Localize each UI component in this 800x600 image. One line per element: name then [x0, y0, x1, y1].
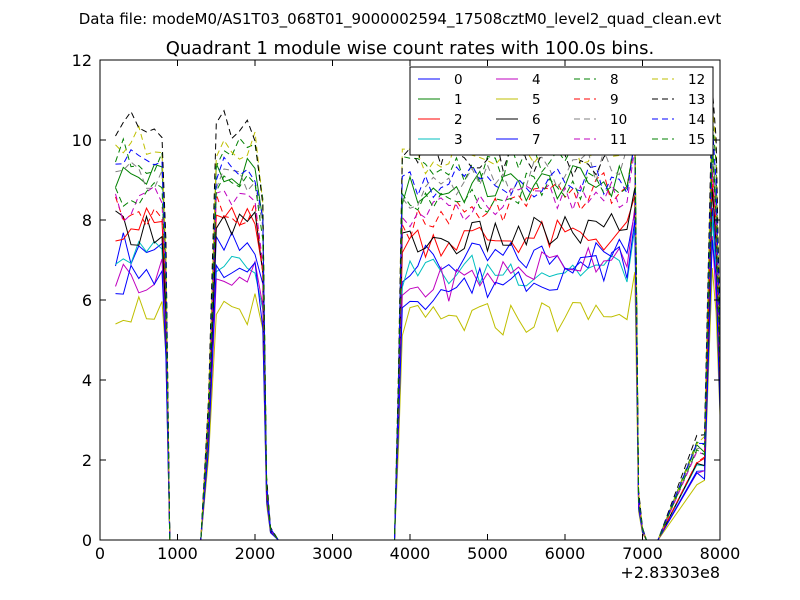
y-tick-label: 10: [72, 131, 92, 150]
plot-lines: [115, 87, 721, 541]
x-tick-label: 0: [95, 544, 105, 563]
x-offset-label: +2.83303e8: [620, 563, 720, 582]
x-tick-labels: 0 1000 2000 3000 4000 5000 6000 7000 8000: [95, 544, 740, 563]
x-tick-label: 5000: [467, 544, 508, 563]
y-tick-label: 6: [82, 291, 92, 310]
x-tick-label: 2000: [235, 544, 276, 563]
x-tick-label: 4000: [390, 544, 431, 563]
legend-label-4: 4: [532, 72, 541, 88]
legend-box: [409, 66, 714, 156]
y-tick-label: 2: [82, 451, 92, 470]
legend-label-13: 13: [688, 92, 705, 108]
legend-label-14: 14: [688, 112, 705, 128]
legend-label-3: 3: [454, 132, 463, 148]
legend-label-0: 0: [454, 72, 463, 88]
chart-title: Quadrant 1 module wise count rates with …: [166, 38, 655, 59]
series-line-5: [115, 267, 721, 541]
chart-suptitle: Data file: modeM0/AS1T03_068T01_90000025…: [79, 10, 722, 29]
legend-label-5: 5: [532, 92, 541, 108]
legend-label-8: 8: [610, 72, 619, 88]
x-tick-label: 1000: [157, 544, 198, 563]
legend-label-10: 10: [610, 112, 627, 128]
legend-label-2: 2: [454, 112, 463, 128]
y-tick-label: 12: [72, 51, 92, 70]
x-tick-label: 3000: [312, 544, 353, 563]
x-tick-label: 8000: [700, 544, 741, 563]
y-tick-label: 8: [82, 211, 92, 230]
legend-label-7: 7: [532, 132, 541, 148]
axis-ticks: [99, 59, 721, 541]
legend-label-11: 11: [610, 132, 627, 148]
y-tick-label: 4: [82, 371, 92, 390]
y-tick-labels: 0 2 4 6 8 10 12: [72, 51, 92, 550]
x-tick-label: 6000: [545, 544, 586, 563]
legend-label-9: 9: [610, 92, 619, 108]
legend-label-15: 15: [688, 132, 705, 148]
legend-label-6: 6: [532, 112, 541, 128]
y-tick-label: 0: [82, 531, 92, 550]
legend-label-12: 12: [688, 72, 705, 88]
legend-label-1: 1: [454, 92, 463, 108]
x-tick-label: 7000: [622, 544, 663, 563]
